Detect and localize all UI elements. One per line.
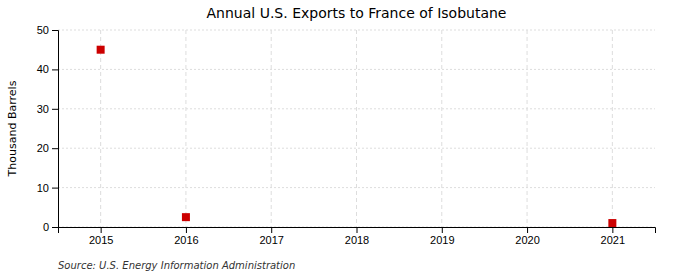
x-tick-label: 2017: [259, 234, 283, 246]
x-tick: 2019: [430, 227, 454, 246]
point: [182, 213, 190, 221]
x-grid-line: [356, 30, 357, 227]
x-grid-line: [527, 30, 528, 227]
chart-svg: 2015 2016 2017 2018 2019 2020 2021 0 10 20 30 40 50 A…: [0, 0, 675, 275]
y-tick-label: 10: [37, 182, 49, 194]
y-grid-line: [58, 69, 655, 70]
y-grid-line: [58, 148, 655, 149]
x-tick-mark: [442, 227, 443, 233]
x-tick-label: 2021: [601, 234, 625, 246]
y-tick-label: 20: [37, 142, 49, 154]
x-grid-line: [185, 30, 186, 227]
x-tick-mark: [612, 227, 613, 233]
x-axis: 2015 2016 2017 2018 2019 2020 2021: [59, 227, 656, 246]
plot-root: 2015 2016 2017 2018 2019 2020 2021 0 10 20 30 40 50: [37, 24, 656, 246]
x-tick: 2015: [89, 227, 113, 246]
x-tick-mark: [271, 227, 272, 233]
y-axis-label: Thousand Barrels: [6, 80, 19, 177]
x-tick-label: 2015: [89, 234, 113, 246]
x-tick-mark: [101, 227, 102, 233]
y-tick: 40: [37, 63, 58, 75]
x-tick-mark: [357, 227, 358, 233]
y-tick-mark: [52, 227, 58, 228]
x-tick-label: 2019: [430, 234, 454, 246]
y-tick-label: 0: [43, 221, 49, 233]
y-tick-mark: [52, 148, 58, 149]
x-tick-mark: [527, 227, 528, 233]
y-tick-mark: [52, 30, 58, 31]
y-tick: 0: [43, 221, 58, 233]
y-tick: 30: [37, 103, 58, 115]
title: Annual U.S. Exports to France of Isobuta…: [207, 5, 507, 21]
x-grid-line: [441, 30, 442, 227]
x-tick: 2018: [345, 227, 369, 246]
points: [97, 46, 617, 227]
y-tick-label: 50: [37, 24, 49, 36]
x-grid-line: [612, 30, 613, 227]
y-axis: 0 10 20 30 40 50: [37, 24, 59, 233]
x-tick: 2016: [174, 227, 198, 246]
y-tick: 20: [37, 142, 58, 154]
source-note: Source: U.S. Energy Information Administ…: [58, 260, 295, 271]
x-tick-label: 2018: [345, 234, 369, 246]
y-axis-line: [52, 31, 59, 228]
grid: [58, 30, 655, 227]
y-tick: 10: [37, 182, 58, 194]
x-tick: 2017: [259, 227, 283, 246]
y-tick-mark: [52, 69, 58, 70]
point: [97, 46, 105, 54]
y-tick-label: 30: [37, 103, 49, 115]
y-tick-mark: [52, 188, 58, 189]
x-grid-line: [271, 30, 272, 227]
x-grid-line: [100, 30, 101, 227]
x-tick: 2021: [601, 227, 625, 246]
y-tick-mark: [52, 109, 58, 110]
x-tick: 2020: [515, 227, 539, 246]
y-tick-label: 40: [37, 63, 49, 75]
y-tick: 50: [37, 24, 58, 36]
x-tick-label: 2020: [515, 234, 539, 246]
x-tick-mark: [186, 227, 187, 233]
x-axis-line: [59, 228, 656, 234]
point: [608, 219, 616, 227]
x-tick-label: 2016: [174, 234, 198, 246]
